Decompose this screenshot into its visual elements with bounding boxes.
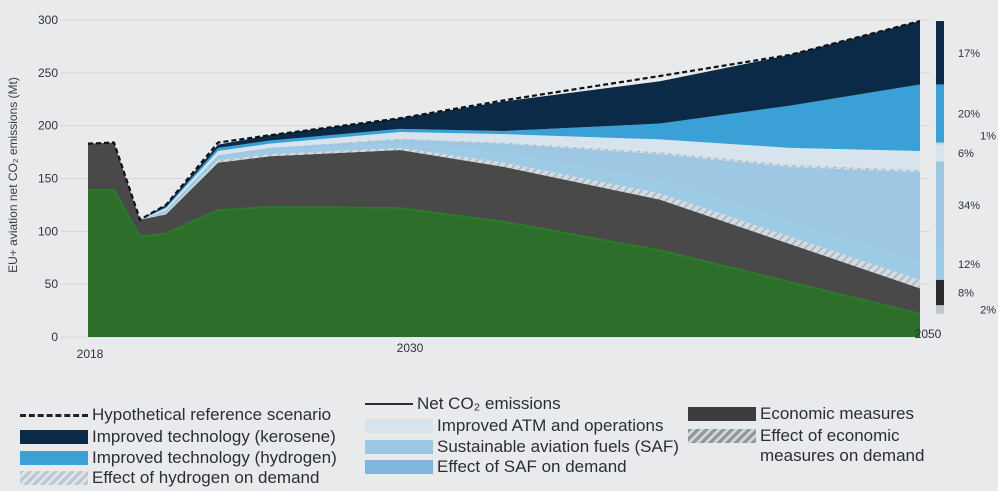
share-bar: 17% 20%1% 6% 34% 12% 8% 2% bbox=[936, 21, 996, 317]
x-tick-label: 2050 bbox=[915, 327, 942, 341]
legend-swatch bbox=[688, 407, 756, 421]
legend-saf: Sustainable aviation fuels (SAF) bbox=[365, 437, 679, 457]
chart-legend: Hypothetical reference scenario Improved… bbox=[20, 392, 995, 491]
legend-hydrogen-demand: Effect of hydrogen on demand bbox=[20, 468, 319, 488]
share-segment bbox=[936, 279, 944, 306]
y-axis-label: EU+ aviation net CO₂ emissions (Mt) bbox=[6, 77, 20, 273]
emissions-chart: 0 50 100 150 200 250 300 2018 2030 2050 17% 20%1%… bbox=[6, 13, 996, 361]
net-emissions-line bbox=[88, 189, 921, 315]
reference-scenario-line bbox=[87, 19, 921, 222]
area-sustainable-aviation-fuels-saf- bbox=[88, 139, 920, 264]
share-segment bbox=[936, 21, 944, 85]
legend-swatch bbox=[20, 430, 88, 444]
legend-swatch-hatched bbox=[688, 429, 756, 443]
area-effect-of-saf-on-demand bbox=[88, 142, 920, 280]
legend-swatch bbox=[20, 451, 88, 465]
y-tick-label: 50 bbox=[45, 277, 59, 291]
y-tick-label: 150 bbox=[38, 172, 58, 186]
area-effect-of-hydrogen-on-demand bbox=[88, 138, 920, 220]
legend-swatch-dashed bbox=[20, 413, 88, 417]
stacked-areas bbox=[88, 21, 920, 337]
y-tick-label: 300 bbox=[38, 13, 58, 27]
legend-swatch-hatched bbox=[20, 471, 88, 485]
x-axis-ticks: 2018 2030 2050 bbox=[77, 327, 942, 361]
legend-reference: Hypothetical reference scenario bbox=[20, 405, 331, 425]
legend-hydrogen: Improved technology (hydrogen) bbox=[20, 448, 337, 468]
legend-label: Hypothetical reference scenario bbox=[92, 405, 332, 424]
series-lines bbox=[87, 19, 921, 315]
y-axis-ticks: 0 50 100 150 200 250 300 bbox=[38, 13, 58, 344]
legend-economic: Economic measures bbox=[688, 404, 914, 424]
share-label: 2% bbox=[980, 305, 996, 317]
share-label: 1% bbox=[980, 131, 996, 143]
share-segment bbox=[936, 161, 944, 249]
legend-swatch bbox=[365, 440, 433, 454]
legend-kerosene: Improved technology (kerosene) bbox=[20, 427, 336, 447]
legend-label: Net CO₂ emissions bbox=[417, 394, 561, 413]
legend-label: Effect of SAF on demand bbox=[437, 457, 627, 476]
share-segment bbox=[936, 142, 944, 145]
legend-net: Net CO₂ emissions bbox=[365, 394, 561, 414]
legend-label: Improved ATM and operations bbox=[437, 416, 664, 435]
share-label: 6% bbox=[958, 148, 974, 160]
area-improved-technology-kerosene- bbox=[88, 21, 920, 220]
share-label: 20% bbox=[958, 109, 980, 121]
legend-swatch bbox=[365, 460, 433, 474]
share-segment bbox=[936, 144, 944, 162]
legend-label: Sustainable aviation fuels (SAF) bbox=[437, 437, 679, 456]
legend-saf-demand: Effect of SAF on demand bbox=[365, 457, 627, 477]
share-label: 17% bbox=[958, 48, 980, 60]
share-label: 8% bbox=[958, 288, 974, 300]
x-tick-label: 2030 bbox=[397, 341, 424, 355]
area-improved-technology-hydrogen- bbox=[88, 84, 920, 220]
share-label: 34% bbox=[958, 200, 980, 212]
y-tick-label: 0 bbox=[51, 330, 58, 344]
legend-economic-demand: Effect of economic measures on demand bbox=[688, 426, 945, 466]
legend-swatch-line bbox=[365, 403, 413, 405]
legend-label: Improved technology (hydrogen) bbox=[92, 448, 337, 467]
area-net-co-emissions bbox=[88, 190, 920, 337]
share-label: 12% bbox=[958, 259, 980, 271]
share-segment bbox=[936, 305, 944, 314]
y-tick-label: 250 bbox=[38, 66, 58, 80]
share-segment bbox=[936, 84, 944, 143]
y-tick-label: 100 bbox=[38, 224, 58, 238]
y-tick-label: 200 bbox=[38, 119, 58, 133]
area-economic-measures bbox=[88, 142, 920, 314]
legend-swatch bbox=[365, 419, 433, 433]
share-segment bbox=[936, 248, 944, 280]
legend-atm: Improved ATM and operations bbox=[365, 416, 663, 436]
legend-label: Effect of economic measures on demand bbox=[760, 426, 925, 465]
legend-label: Improved technology (kerosene) bbox=[92, 427, 336, 446]
legend-label: Effect of hydrogen on demand bbox=[92, 468, 320, 487]
x-tick-label: 2018 bbox=[77, 347, 104, 361]
legend-label: Economic measures bbox=[760, 404, 915, 423]
area-improved-atm-and-operations bbox=[88, 132, 920, 220]
